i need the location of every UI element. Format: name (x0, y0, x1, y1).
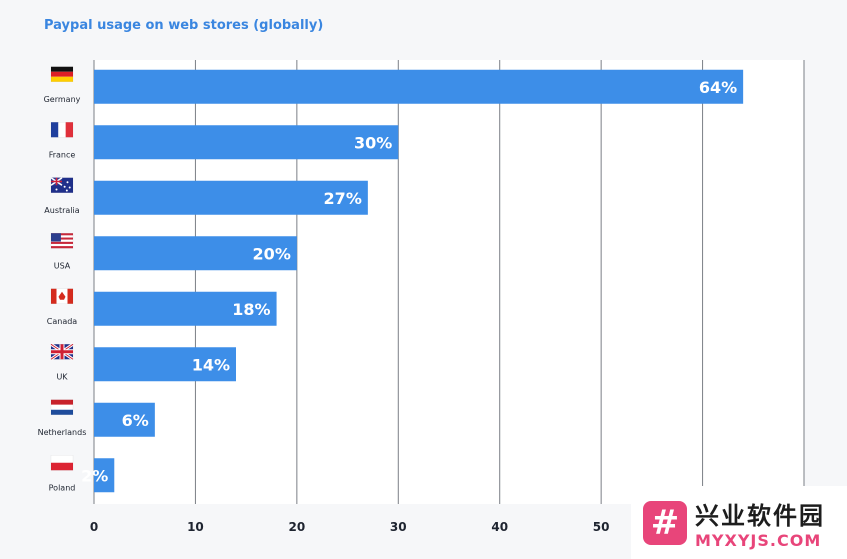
watermark-url: MYXYJS.COM (695, 530, 822, 550)
watermark: # 兴业软件园 MYXYJS.COM (631, 486, 847, 559)
bar (94, 347, 236, 382)
category-label: Poland (49, 483, 76, 492)
x-tick-label: 10 (187, 520, 204, 534)
bar-layer: 64% 30% 27% 20% 18% 14% 6% 2% (81, 69, 744, 493)
flag-layer (50, 66, 74, 471)
netherlands-flag-icon (50, 399, 74, 415)
x-tick-label: 20 (289, 520, 306, 534)
bar (94, 402, 155, 437)
bar-value-label: 30% (354, 133, 392, 152)
x-tick-label: 30 (390, 520, 407, 534)
bar (94, 236, 297, 271)
bar (94, 69, 744, 104)
bar (94, 180, 368, 215)
bar (94, 458, 115, 493)
axis-layer: 0 10 20 30 40 50 Germany France Australia USA Cana… (38, 95, 610, 534)
bar-value-label: 18% (232, 300, 270, 319)
x-tick-label: 0 (90, 520, 98, 534)
bar-value-label: 27% (324, 189, 362, 208)
x-tick-label: 50 (593, 520, 610, 534)
france-flag-icon (50, 122, 74, 138)
category-label: UK (56, 372, 68, 381)
bar-value-label: 14% (192, 355, 230, 374)
bar-value-label: 6% (122, 411, 149, 430)
australia-flag-icon (50, 177, 74, 193)
germany-flag-icon (50, 66, 74, 82)
category-label: France (49, 150, 76, 159)
watermark-name: 兴业软件园 (695, 501, 825, 530)
bar-value-label: 64% (699, 78, 737, 97)
watermark-text: 兴业软件园 MYXYJS.COM (695, 496, 825, 550)
canada-flag-icon (50, 288, 74, 304)
bar (94, 125, 399, 160)
watermark-logo-icon: # (643, 500, 687, 545)
category-label: Netherlands (38, 428, 87, 437)
bar-value-label: 2% (81, 466, 108, 485)
uk-flag-icon (50, 343, 74, 361)
usa-flag-icon (50, 233, 74, 249)
category-label: Germany (44, 95, 81, 104)
bar (94, 291, 277, 326)
bar-value-label: 20% (253, 244, 291, 263)
poland-flag-icon (50, 455, 74, 471)
x-tick-label: 40 (491, 520, 508, 534)
category-label: Canada (47, 317, 78, 326)
category-label: Australia (44, 206, 79, 215)
chart-title: Paypal usage on web stores (globally) (44, 18, 324, 33)
category-label: USA (54, 261, 71, 270)
